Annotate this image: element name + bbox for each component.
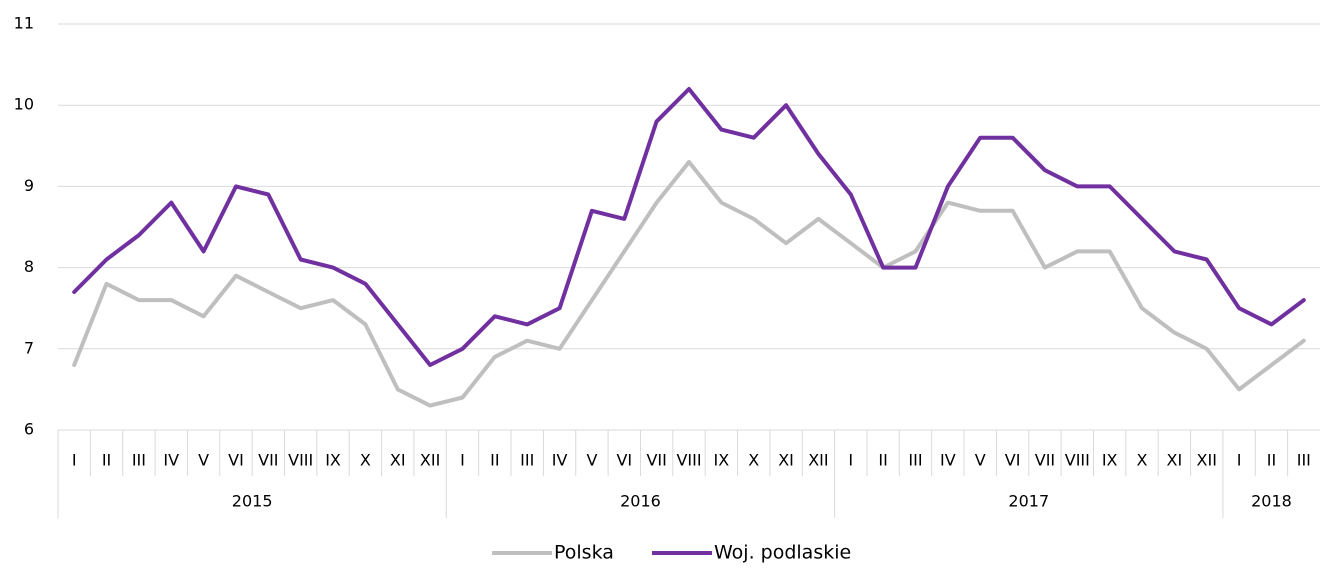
x-tick-label: I — [1237, 451, 1242, 470]
x-tick-label: IV — [940, 451, 956, 470]
x-tick-label: IX — [325, 451, 341, 470]
y-tick-label: 7 — [24, 338, 34, 357]
x-tick-label: IX — [714, 451, 730, 470]
x-tick-label: IV — [163, 451, 179, 470]
x-tick-label: VI — [1005, 451, 1021, 470]
x-tick-label: IV — [552, 451, 568, 470]
x-tick-label: V — [198, 451, 209, 470]
x-tick-label: VI — [228, 451, 244, 470]
x-tick-label: VII — [1035, 451, 1055, 470]
x-tick-label: V — [586, 451, 597, 470]
x-tick-label: I — [848, 451, 853, 470]
x-tick-label: XII — [808, 451, 828, 470]
x-tick-label: VIII — [288, 451, 313, 470]
x-tick-label: V — [975, 451, 986, 470]
x-tick-label: XII — [1197, 451, 1217, 470]
x-tick-label: VI — [616, 451, 632, 470]
series-line — [72, 87, 1306, 367]
x-tick-label: VII — [646, 451, 666, 470]
x-tick-label: I — [72, 451, 77, 470]
y-tick-label: 9 — [24, 176, 34, 195]
x-tick-label: X — [1137, 451, 1148, 470]
y-tick-label: 8 — [24, 257, 34, 276]
x-tick-label: X — [748, 451, 759, 470]
y-tick-label: 11 — [14, 14, 34, 33]
y-tick-label: 10 — [14, 95, 34, 114]
x-tick-label: XII — [420, 451, 440, 470]
x-tick-label: XI — [1167, 451, 1183, 470]
x-tick-label: VIII — [676, 451, 701, 470]
x-tick-label: VII — [258, 451, 278, 470]
y-tick-label: 6 — [24, 420, 34, 439]
year-label: 2015 — [232, 492, 273, 511]
x-tick-label: III — [520, 451, 534, 470]
legend-label: Polska — [554, 542, 614, 564]
year-label: 2017 — [1008, 492, 1049, 511]
year-label: 2016 — [620, 492, 661, 511]
x-tick-label: II — [102, 451, 111, 470]
x-tick-label: III — [132, 451, 146, 470]
x-tick-label: XI — [390, 451, 406, 470]
x-tick-label: II — [1267, 451, 1276, 470]
year-label: 2018 — [1251, 492, 1292, 511]
x-tick-label: XI — [778, 451, 794, 470]
x-tick-label: X — [360, 451, 371, 470]
x-tick-label: I — [460, 451, 465, 470]
legend-label: Woj. podlaskie — [714, 542, 851, 564]
x-tick-label: IX — [1102, 451, 1118, 470]
x-tick-label: III — [1297, 451, 1311, 470]
x-tick-label: II — [490, 451, 499, 470]
x-tick-label: II — [878, 451, 887, 470]
series-line — [72, 160, 1306, 408]
x-tick-label: VIII — [1065, 451, 1090, 470]
x-tick-label: III — [908, 451, 922, 470]
